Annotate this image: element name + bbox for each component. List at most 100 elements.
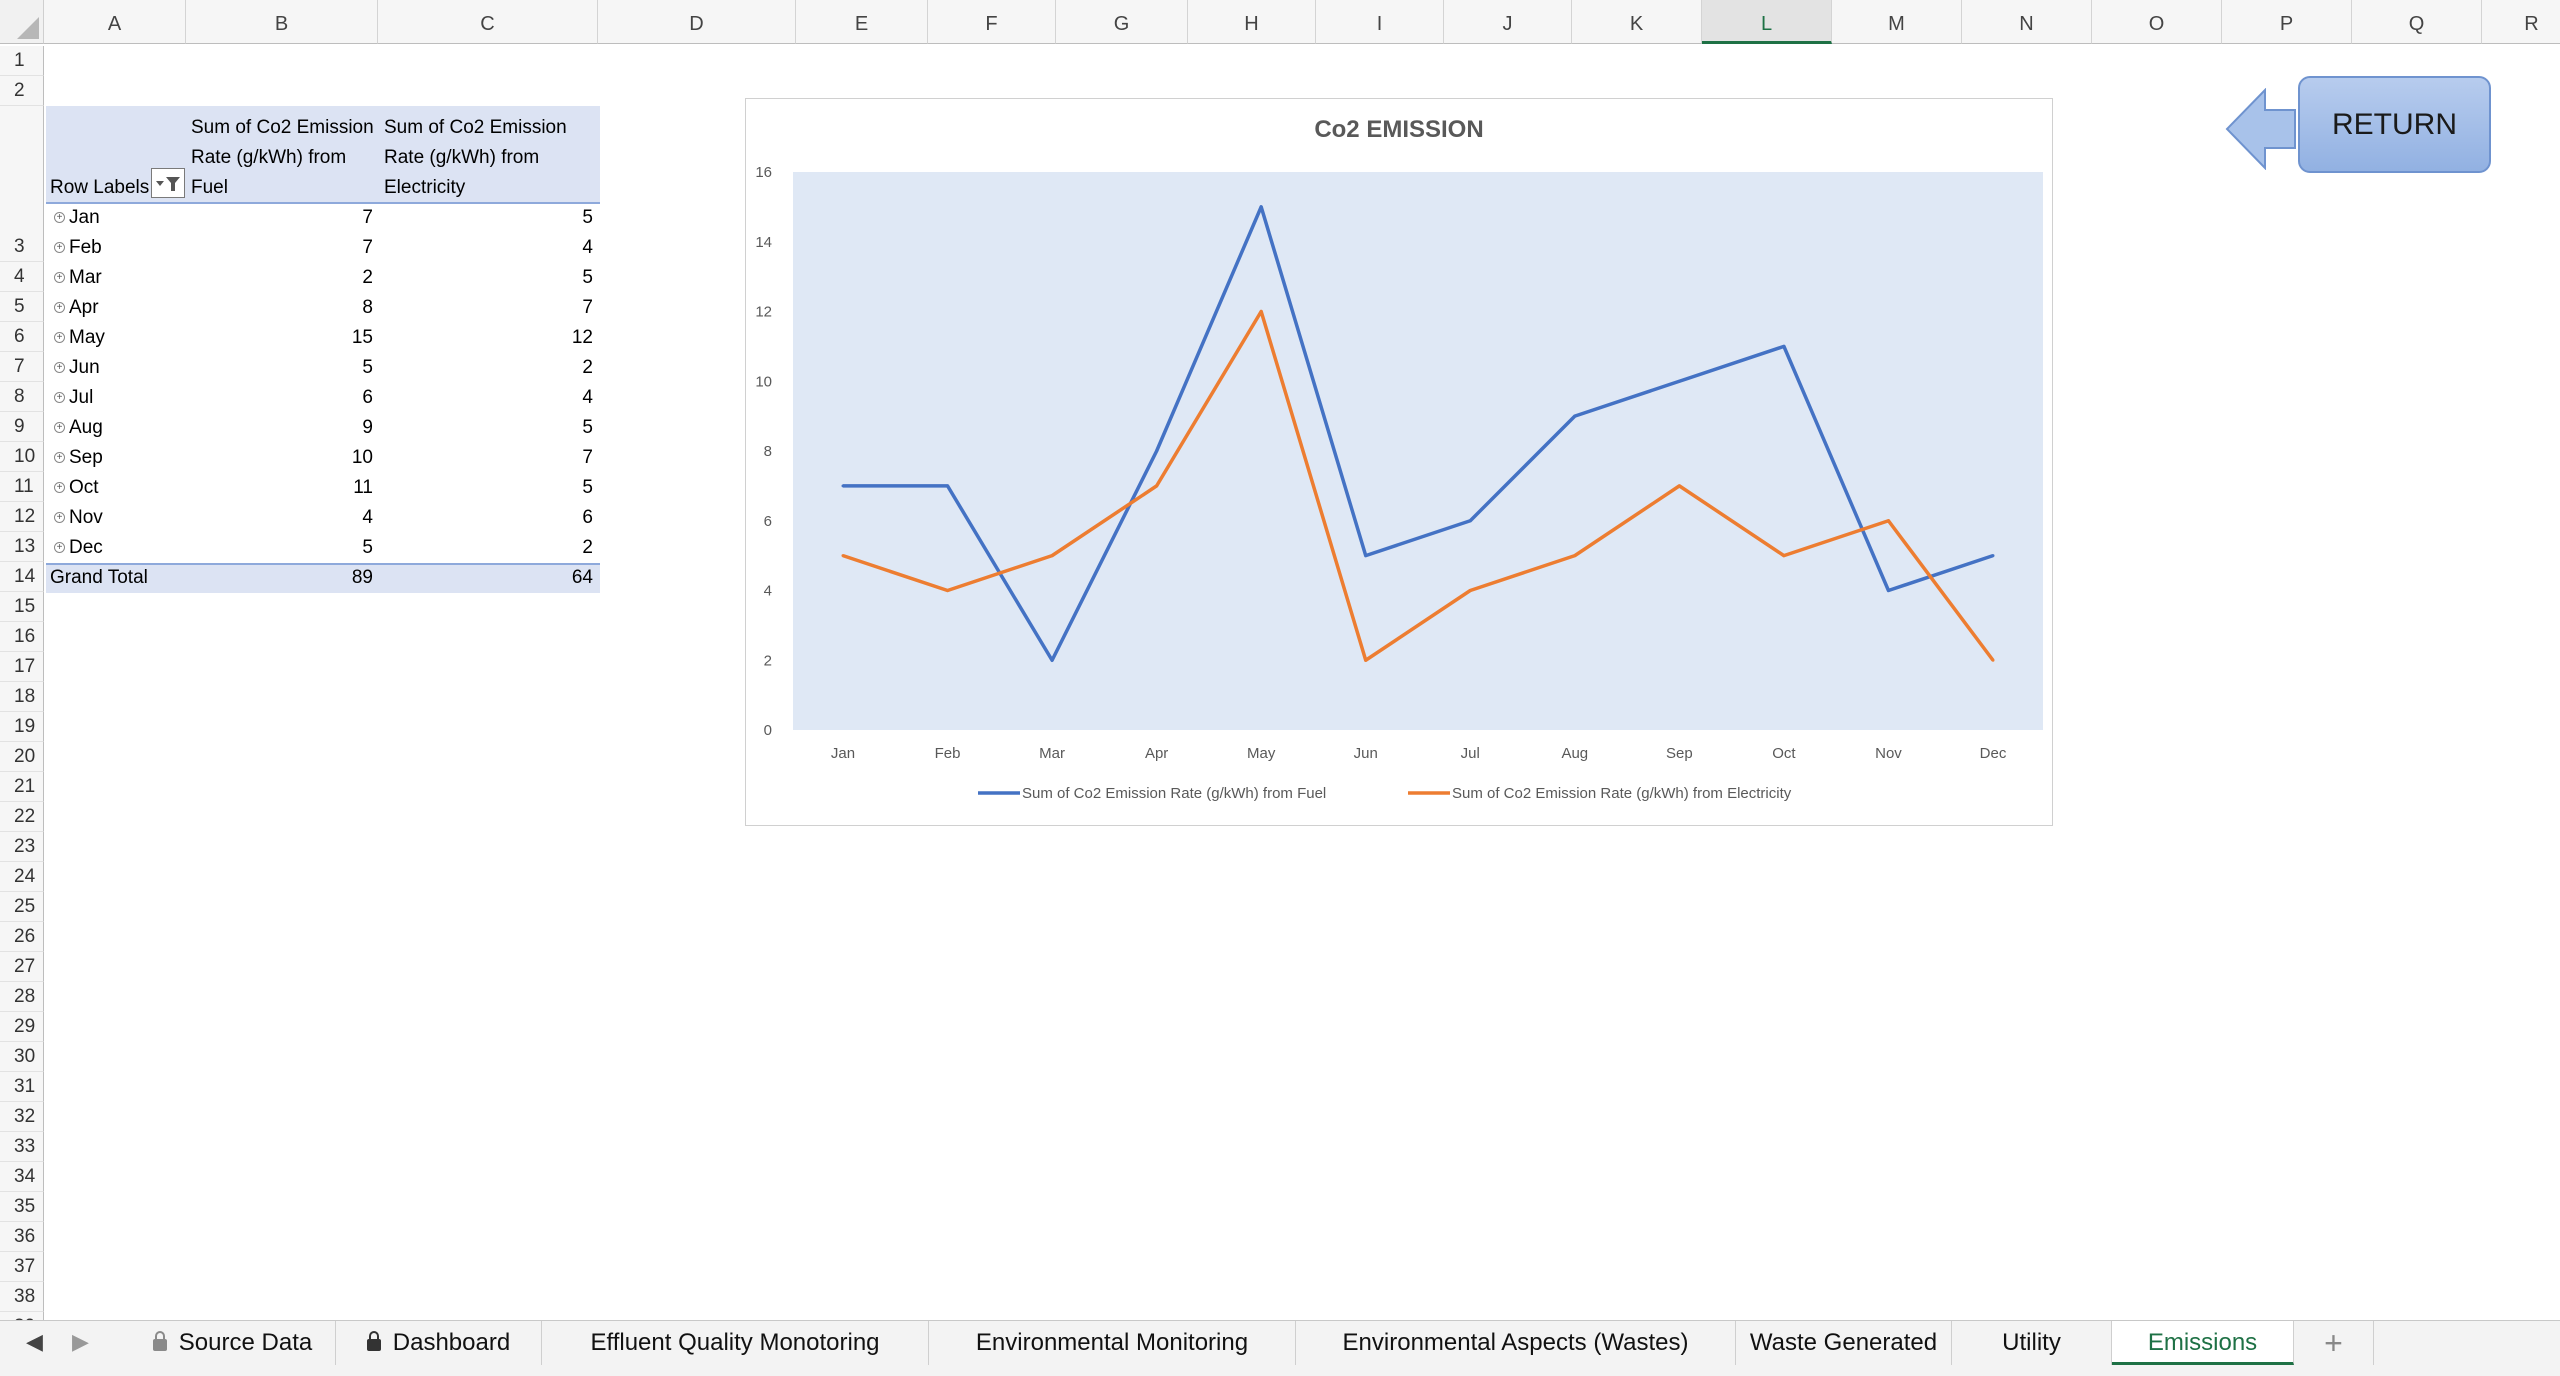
expand-icon[interactable]: +: [54, 392, 65, 404]
expand-icon[interactable]: +: [54, 422, 65, 434]
column-header-c[interactable]: C: [378, 0, 598, 44]
pivot-fuel-value[interactable]: 11: [353, 477, 373, 498]
row-header-2[interactable]: 2: [0, 76, 44, 106]
column-header-l[interactable]: L: [1702, 0, 1832, 44]
row-header-28[interactable]: 28: [0, 982, 44, 1012]
column-header-h[interactable]: H: [1188, 0, 1316, 44]
column-header-b[interactable]: B: [186, 0, 378, 44]
pivot-electricity-value[interactable]: 2: [582, 357, 593, 378]
pivot-electricity-value[interactable]: 5: [582, 207, 593, 228]
row-header-5[interactable]: 5: [0, 292, 44, 322]
expand-icon[interactable]: +: [54, 272, 65, 284]
row-header-32[interactable]: 32: [0, 1102, 44, 1132]
column-header-n[interactable]: N: [1962, 0, 2092, 44]
row-header-24[interactable]: 24: [0, 862, 44, 892]
expand-icon[interactable]: +: [54, 242, 65, 254]
sheet-tab-waste-generated[interactable]: Waste Generated: [1736, 1321, 1952, 1365]
pivot-fuel-value[interactable]: 7: [362, 237, 373, 258]
column-header-m[interactable]: M: [1832, 0, 1962, 44]
pivot-row-label-oct[interactable]: + Oct: [54, 473, 99, 503]
expand-icon[interactable]: +: [54, 452, 65, 464]
pivot-row-label-mar[interactable]: + Mar: [54, 263, 102, 293]
pivot-fuel-value[interactable]: 7: [362, 207, 373, 228]
pivot-row-label-dec[interactable]: + Dec: [54, 533, 103, 563]
row-header-23[interactable]: 23: [0, 832, 44, 862]
return-button[interactable]: RETURN: [2298, 76, 2491, 173]
row-header-26[interactable]: 26: [0, 922, 44, 952]
pivot-electricity-value[interactable]: 6: [582, 507, 593, 528]
row-header-7[interactable]: 7: [0, 352, 44, 382]
pivot-electricity-value[interactable]: 5: [582, 417, 593, 438]
row-header-33[interactable]: 33: [0, 1132, 44, 1162]
expand-icon[interactable]: +: [54, 512, 65, 524]
row-header-18[interactable]: 18: [0, 682, 44, 712]
pivot-fuel-value[interactable]: 2: [362, 267, 373, 288]
row-header-20[interactable]: 20: [0, 742, 44, 772]
row-header-15[interactable]: 15: [0, 592, 44, 622]
sheet-tab-environmental-aspects-wastes[interactable]: Environmental Aspects (Wastes): [1296, 1321, 1736, 1365]
row-header-29[interactable]: 29: [0, 1012, 44, 1042]
pivot-row-label-jul[interactable]: + Jul: [54, 383, 93, 413]
row-header-19[interactable]: 19: [0, 712, 44, 742]
pivot-fuel-value[interactable]: 9: [362, 417, 373, 438]
row-header-34[interactable]: 34: [0, 1162, 44, 1192]
row-header-1[interactable]: 1: [0, 46, 44, 76]
co2-emission-chart[interactable]: Co2 EMISSION 0 2 4 6 8 10 12 14 16 Jan Feb Mar Apr M…: [745, 98, 2053, 826]
pivot-electricity-value[interactable]: 12: [571, 327, 593, 348]
row-header-4[interactable]: 4: [0, 262, 44, 292]
row-header-31[interactable]: 31: [0, 1072, 44, 1102]
scroll-tabs-left-icon[interactable]: ◀: [26, 1329, 43, 1354]
pivot-electricity-value[interactable]: 5: [582, 477, 593, 498]
row-header-35[interactable]: 35: [0, 1192, 44, 1222]
column-header-g[interactable]: G: [1056, 0, 1188, 44]
sheet-tab-effluent-quality-monotoring[interactable]: Effluent Quality Monotoring: [542, 1321, 929, 1365]
return-arrow-icon[interactable]: [2225, 88, 2297, 170]
row-header-16[interactable]: 16: [0, 622, 44, 652]
row-header-39[interactable]: 39: [0, 1312, 44, 1320]
column-header-q[interactable]: Q: [2352, 0, 2482, 44]
pivot-row-label-feb[interactable]: + Feb: [54, 233, 102, 263]
row-header-14[interactable]: 14: [0, 562, 44, 592]
column-header-f[interactable]: F: [928, 0, 1056, 44]
column-header-d[interactable]: D: [598, 0, 796, 44]
sheet-tab-emissions[interactable]: Emissions: [2112, 1321, 2294, 1365]
row-header-22[interactable]: 22: [0, 802, 44, 832]
expand-icon[interactable]: +: [54, 332, 65, 344]
add-sheet-button[interactable]: +: [2294, 1321, 2374, 1365]
pivot-fuel-value[interactable]: 6: [362, 387, 373, 408]
row-header-6[interactable]: 6: [0, 322, 44, 352]
pivot-fuel-value[interactable]: 5: [362, 537, 373, 558]
row-header-10[interactable]: 10: [0, 442, 44, 472]
column-header-e[interactable]: E: [796, 0, 928, 44]
sheet-tab-environmental-monitoring[interactable]: Environmental Monitoring: [929, 1321, 1296, 1365]
expand-icon[interactable]: +: [54, 302, 65, 314]
column-header-a[interactable]: A: [44, 0, 186, 44]
select-all-corner[interactable]: [0, 0, 44, 44]
row-header-9[interactable]: 9: [0, 412, 44, 442]
expand-icon[interactable]: +: [54, 542, 65, 554]
pivot-row-label-may[interactable]: + May: [54, 323, 105, 353]
column-header-p[interactable]: P: [2222, 0, 2352, 44]
pivot-fuel-value[interactable]: 5: [362, 357, 373, 378]
pivot-fuel-value[interactable]: 4: [362, 507, 373, 528]
pivot-row-label-sep[interactable]: + Sep: [54, 443, 103, 473]
row-header-25[interactable]: 25: [0, 892, 44, 922]
pivot-row-label-nov[interactable]: + Nov: [54, 503, 103, 533]
pivot-row-label-aug[interactable]: + Aug: [54, 413, 103, 443]
column-header-i[interactable]: I: [1316, 0, 1444, 44]
sheet-tab-source-data[interactable]: Source Data: [130, 1321, 336, 1365]
pivot-electricity-value[interactable]: 7: [582, 297, 593, 318]
pivot-electricity-value[interactable]: 2: [582, 537, 593, 558]
row-header-27[interactable]: 27: [0, 952, 44, 982]
row-header-3[interactable]: 3: [0, 106, 44, 262]
pivot-electricity-value[interactable]: 4: [582, 237, 593, 258]
pivot-electricity-value[interactable]: 5: [582, 267, 593, 288]
pivot-row-label-apr[interactable]: + Apr: [54, 293, 99, 323]
row-header-36[interactable]: 36: [0, 1222, 44, 1252]
pivot-row-label-jan[interactable]: + Jan: [54, 203, 100, 233]
row-header-13[interactable]: 13: [0, 532, 44, 562]
pivot-row-label-jun[interactable]: + Jun: [54, 353, 100, 383]
expand-icon[interactable]: +: [54, 482, 65, 494]
expand-icon[interactable]: +: [54, 362, 65, 374]
